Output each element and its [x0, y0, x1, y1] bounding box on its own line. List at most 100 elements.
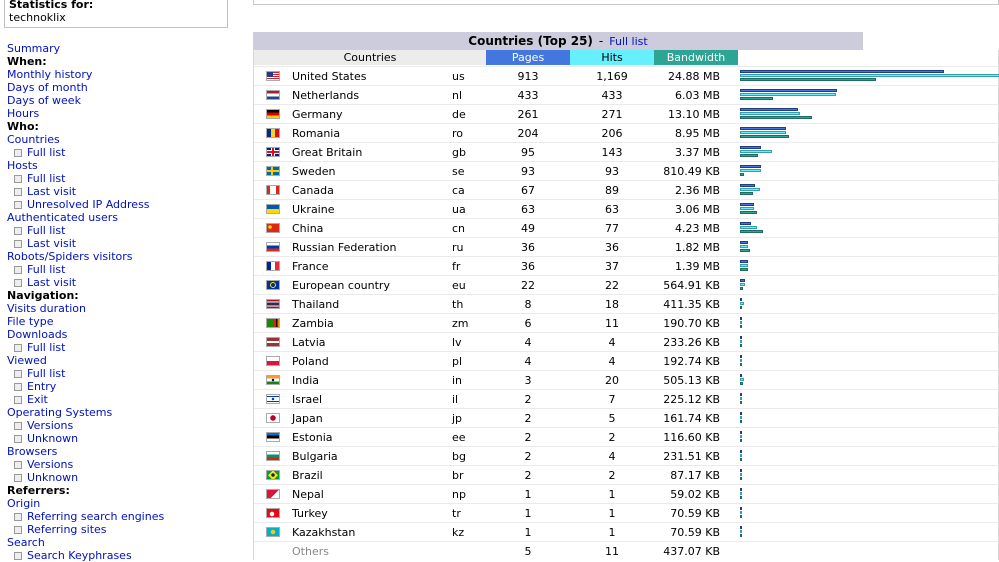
- bandwidth-value: 225.12 KB: [663, 392, 720, 406]
- bandwidth-bar: [740, 534, 742, 537]
- pages-value: 4: [524, 335, 532, 349]
- menu-referring-sites[interactable]: Referring sites: [7, 523, 164, 536]
- bullet-icon: [14, 266, 22, 274]
- menu-viewed-full-list[interactable]: Full list: [7, 367, 164, 380]
- flag-br-icon: [266, 470, 280, 480]
- flag-se-icon: [266, 166, 280, 176]
- bullet-icon: [14, 422, 22, 430]
- menu-item-label: Navigation:: [7, 289, 79, 302]
- country-name: Nepal: [292, 487, 324, 501]
- table-row: Turkey tr 1 1 70.59 KB: [254, 503, 998, 522]
- menu-monthly-history[interactable]: Monthly history: [7, 68, 164, 81]
- bar-graph: [738, 105, 998, 123]
- menu-robots[interactable]: Robots/Spiders visitors: [7, 250, 164, 263]
- country-code: jp: [452, 411, 463, 425]
- bandwidth-value: 6.03 MB: [674, 88, 720, 102]
- hits-bar: [740, 302, 744, 305]
- menu-authenticated-users[interactable]: Authenticated users: [7, 211, 164, 224]
- pages-bar: [740, 108, 798, 111]
- menu-hosts-full-list[interactable]: Full list: [7, 172, 164, 185]
- pages-value: 1: [524, 525, 532, 539]
- hits-bar: [740, 454, 742, 457]
- country-code: ru: [452, 240, 464, 254]
- menu-days-of-week[interactable]: Days of week: [7, 94, 164, 107]
- pages-bar: [740, 526, 742, 529]
- menu-heading-navigation: Navigation:: [7, 289, 164, 302]
- menu-countries[interactable]: Countries: [7, 133, 164, 146]
- table-row: Nepal np 1 1 59.02 KB: [254, 484, 998, 503]
- bandwidth-bar: [740, 420, 742, 423]
- menu-item-label: Summary: [7, 42, 61, 55]
- menu-robots-full-list[interactable]: Full list: [7, 263, 164, 276]
- menu-viewed[interactable]: Viewed: [7, 354, 164, 367]
- full-list-link[interactable]: Full list: [609, 35, 648, 48]
- header-countries: Countries: [254, 50, 486, 65]
- menu-item-label: Viewed: [7, 354, 47, 367]
- menu-downloads-full-list[interactable]: Full list: [7, 341, 164, 354]
- hits-value: 7: [608, 392, 616, 406]
- hits-bar: [740, 492, 742, 495]
- bandwidth-value: 70.59 KB: [670, 506, 720, 520]
- bar-graph: [738, 504, 998, 522]
- menu-browsers-unknown[interactable]: Unknown: [7, 471, 164, 484]
- table-row: Germany de 261 271 13.10 MB: [254, 104, 998, 123]
- menu-robots-last-visit[interactable]: Last visit: [7, 276, 164, 289]
- menu-viewed-entry[interactable]: Entry: [7, 380, 164, 393]
- menu-os-unknown[interactable]: Unknown: [7, 432, 164, 445]
- bandwidth-value: 564.91 KB: [663, 278, 720, 292]
- menu-summary[interactable]: Summary: [7, 42, 164, 55]
- menu-unresolved-ip[interactable]: Unresolved IP Address: [7, 198, 164, 211]
- country-code: eu: [452, 278, 466, 292]
- statistics-for-label: Statistics for:: [9, 0, 94, 11]
- bandwidth-value: 161.74 KB: [663, 411, 720, 425]
- menu-item-label: Full list: [27, 341, 66, 354]
- menu-viewed-exit[interactable]: Exit: [7, 393, 164, 406]
- menu-downloads[interactable]: Downloads: [7, 328, 164, 341]
- menu-referring-search-engines[interactable]: Referring search engines: [7, 510, 164, 523]
- menu-browsers[interactable]: Browsers: [7, 445, 164, 458]
- bar-graph: [738, 162, 998, 180]
- menu-origin[interactable]: Origin: [7, 497, 164, 510]
- table-row: Great Britain gb 95 143 3.37 MB: [254, 142, 998, 161]
- menu-item-label: Unknown: [27, 471, 79, 484]
- menu-auth-full-list[interactable]: Full list: [7, 224, 164, 237]
- table-row-others: Others 5 11 437.07 KB: [254, 541, 998, 560]
- menu-hours[interactable]: Hours: [7, 107, 164, 120]
- menu-visits-duration[interactable]: Visits duration: [7, 302, 164, 315]
- menu-hosts-last-visit[interactable]: Last visit: [7, 185, 164, 198]
- menu-search[interactable]: Search: [7, 536, 164, 549]
- table-row: Brazil br 2 2 87.17 KB: [254, 465, 998, 484]
- menu-os-versions[interactable]: Versions: [7, 419, 164, 432]
- menu-file-type[interactable]: File type: [7, 315, 164, 328]
- bar-graph: [738, 257, 998, 275]
- table-row: Japan jp 2 5 161.74 KB: [254, 408, 998, 427]
- country-code: th: [452, 297, 464, 311]
- pages-value: 2: [524, 449, 532, 463]
- pages-bar: [740, 146, 761, 149]
- flag-cn-icon: [266, 223, 280, 233]
- bar-graph: [738, 485, 998, 503]
- menu-countries-full-list[interactable]: Full list: [7, 146, 164, 159]
- menu-operating-systems[interactable]: Operating Systems: [7, 406, 164, 419]
- hits-bar: [740, 473, 742, 476]
- bullet-icon: [14, 188, 22, 196]
- menu-auth-last-visit[interactable]: Last visit: [7, 237, 164, 250]
- hits-value: 18: [605, 297, 619, 311]
- menu-hosts[interactable]: Hosts: [7, 159, 164, 172]
- bandwidth-value: 3.06 MB: [674, 202, 720, 216]
- pages-value: 2: [524, 430, 532, 444]
- bar-graph: [738, 200, 998, 218]
- bandwidth-bar: [740, 192, 753, 195]
- countries-panel: Countries (Top 25) - Full list Countries P…: [253, 32, 999, 560]
- pages-bar: [740, 279, 745, 282]
- menu-item-label: Days of month: [7, 81, 88, 94]
- table-row: Bulgaria bg 2 4 231.51 KB: [254, 446, 998, 465]
- menu-search-keyphrases[interactable]: Search Keyphrases: [7, 549, 164, 562]
- bandwidth-bar: [740, 173, 744, 176]
- table-row: Sweden se 93 93 810.49 KB: [254, 161, 998, 180]
- country-name: Zambia: [292, 316, 334, 330]
- menu-days-of-month[interactable]: Days of month: [7, 81, 164, 94]
- menu-browsers-versions[interactable]: Versions: [7, 458, 164, 471]
- menu-item-label: Unresolved IP Address: [27, 198, 150, 211]
- bandwidth-value: 4.23 MB: [674, 221, 720, 235]
